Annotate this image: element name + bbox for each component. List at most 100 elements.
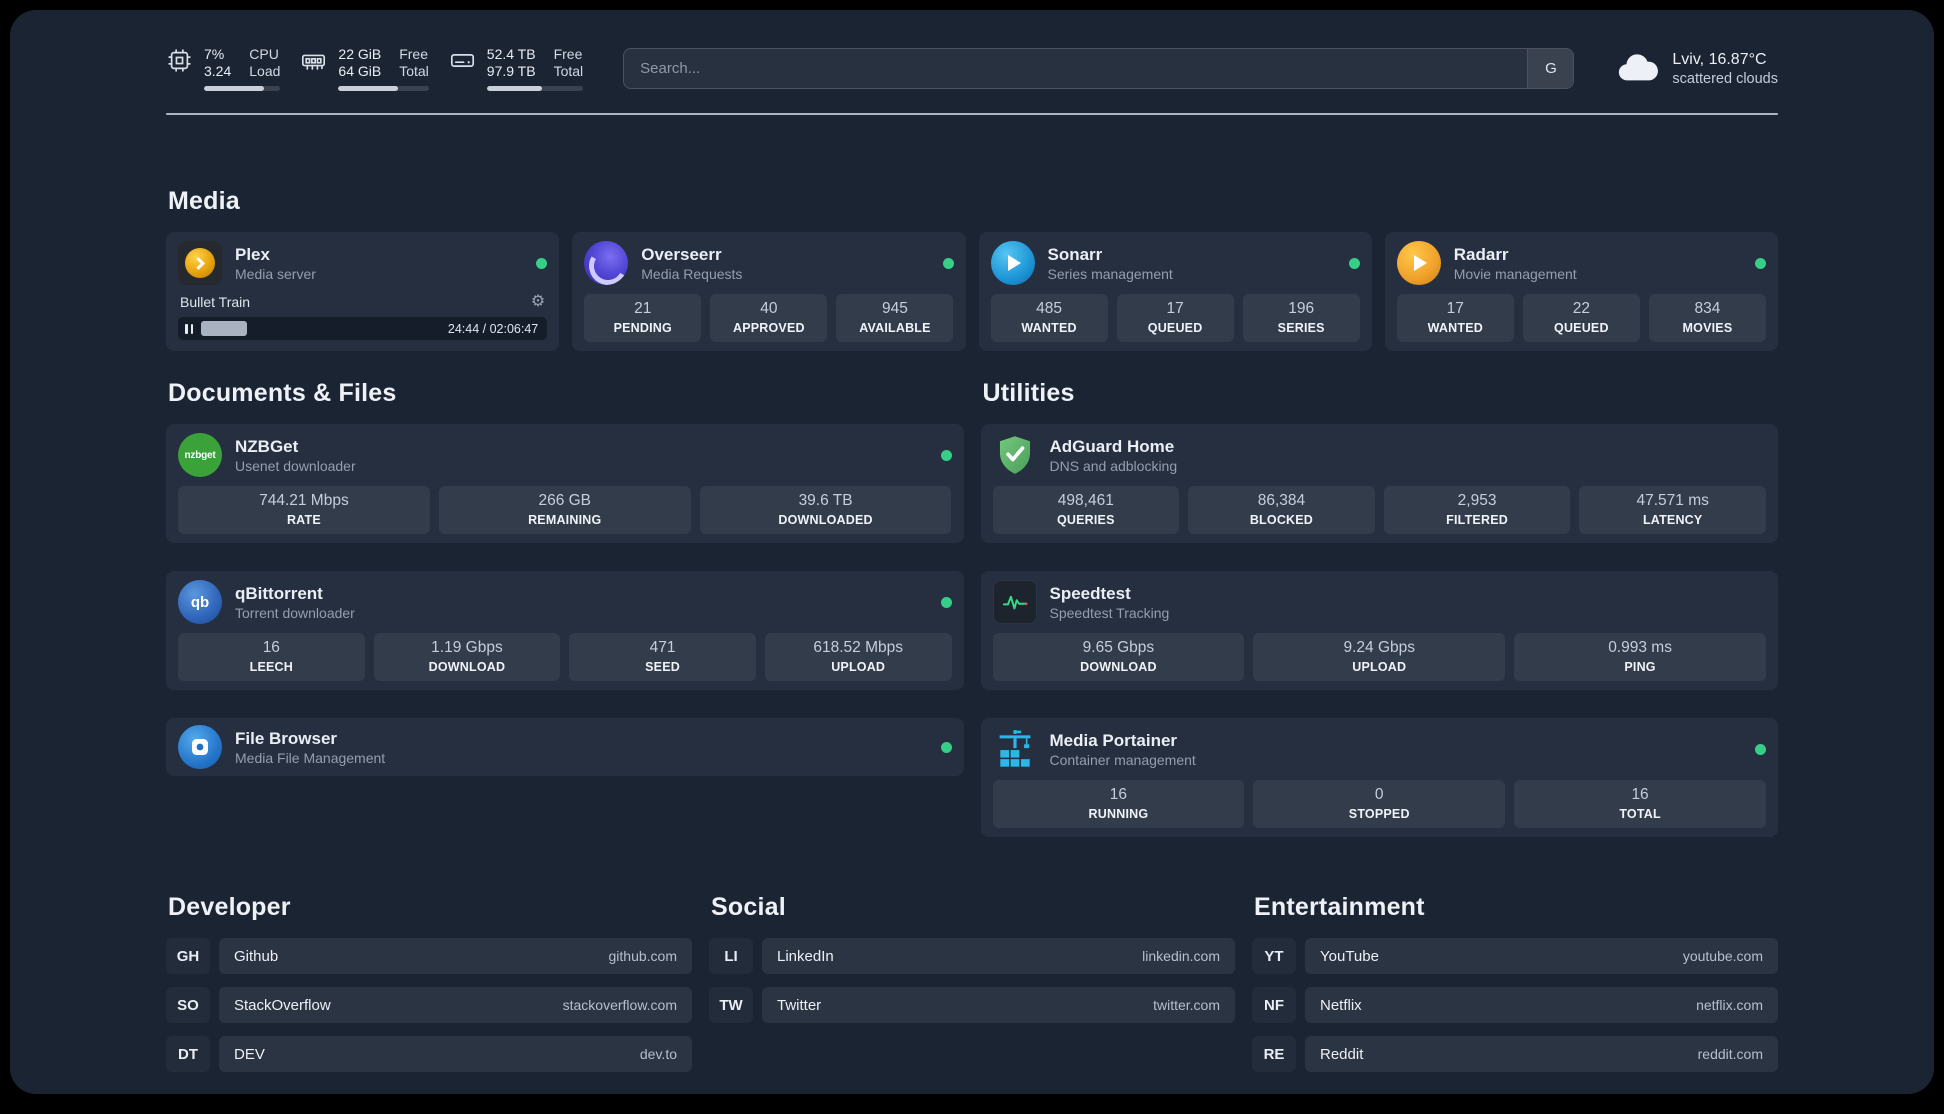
weather-location: Lviv, 16.87°C (1672, 50, 1767, 68)
disk-usage-bar-fill (486, 86, 542, 91)
bookmark-dev[interactable]: DT DEV dev.to (166, 1036, 692, 1072)
bookmark-group-social: Social LI LinkedIn linkedin.com TW Twitt… (709, 893, 1235, 1085)
bookmark-abbr: GH (166, 938, 210, 974)
memory-widget: 22 GiB 64 GiB Free Total (300, 46, 429, 91)
service-card-plex[interactable]: Plex Media server Bullet Train ⚙ (166, 232, 560, 351)
disk-total-value: 97.9 TB (486, 63, 536, 79)
top-bar: 7% 3.24 CPU Load (166, 46, 1778, 91)
search-provider-button[interactable]: G (1527, 49, 1574, 88)
nzbget-icon: nzbget (178, 433, 222, 477)
service-card-adguard[interactable]: AdGuard Home DNS and adblocking 498,461 … (980, 424, 1778, 543)
cpu-icon (166, 47, 193, 91)
service-description: Series management (1047, 265, 1173, 282)
status-dot (1348, 257, 1360, 269)
service-name: File Browser (235, 728, 338, 748)
disk-free-label: Free (553, 46, 583, 62)
service-card-sonarr[interactable]: Sonarr Series management 485 WANTED 17 Q… (978, 232, 1372, 351)
stat-queued: 22 QUEUED (1522, 294, 1640, 342)
playback-progress-fill (201, 321, 248, 336)
bookmark-youtube[interactable]: YT YouTube youtube.com (1252, 938, 1778, 974)
stat-queries: 498,461 QUERIES (992, 486, 1180, 534)
bookmark-domain: twitter.com (1153, 997, 1220, 1013)
memory-usage-bar-fill (338, 86, 399, 91)
section-media: Media Plex Media server (166, 187, 1778, 351)
section-title-media: Media (168, 187, 240, 215)
stat-leech: 16 LEECH (178, 633, 365, 681)
now-playing-title: Bullet Train (180, 294, 251, 310)
bookmark-reddit[interactable]: RE Reddit reddit.com (1252, 1036, 1778, 1072)
qbittorrent-icon: qb (178, 580, 222, 624)
bookmark-abbr: LI (709, 938, 753, 974)
cpu-widget: 7% 3.24 CPU Load (166, 46, 281, 91)
status-dot (1755, 257, 1766, 269)
service-description: DNS and adblocking (1049, 457, 1178, 474)
disk-usage-bar (486, 86, 584, 91)
disk-free-value: 52.4 TB (486, 46, 536, 62)
stat-approved: 40 APPROVED (710, 294, 828, 342)
service-card-speedtest[interactable]: Speedtest Speedtest Tracking 9.65 Gbps D… (980, 571, 1778, 690)
bookmark-name: Netflix (1320, 996, 1362, 1014)
service-description: Media server (235, 265, 316, 282)
bookmark-twitter[interactable]: TW Twitter twitter.com (709, 987, 1235, 1023)
stat-upload: 618.52 Mbps UPLOAD (764, 633, 952, 681)
stat-pending: 21 PENDING (584, 294, 702, 342)
service-card-radarr[interactable]: Radarr Movie management 17 WANTED 22 QUE… (1384, 232, 1778, 351)
cpu-usage-bar (204, 86, 281, 91)
stat-blocked: 86,384 BLOCKED (1188, 486, 1375, 534)
memory-icon (300, 47, 327, 91)
bookmark-domain: netflix.com (1696, 997, 1763, 1013)
service-description: Torrent downloader (235, 604, 355, 621)
stat-ping: 0.993 ms PING (1514, 633, 1766, 681)
section-title-social: Social (711, 893, 786, 921)
gear-icon[interactable]: ⚙ (530, 293, 546, 310)
service-card-portainer[interactable]: Media Portainer Container management 16 … (980, 718, 1778, 837)
service-name: Sonarr (1047, 244, 1103, 264)
bookmark-abbr: TW (709, 987, 753, 1023)
dashboard-page: 7% 3.24 CPU Load (10, 10, 1934, 1094)
stat-remaining: 266 GB REMAINING (438, 486, 691, 534)
cpu-usage-value: 7% (204, 46, 225, 62)
status-dot (940, 741, 952, 753)
memory-total-label: Total (399, 63, 429, 79)
section-title-developer: Developer (168, 893, 291, 921)
media-player-bar: 24:44 / 02:06:47 (178, 317, 548, 340)
bookmark-domain: linkedin.com (1142, 948, 1220, 964)
speedtest-icon (992, 580, 1037, 624)
bookmark-domain: reddit.com (1697, 1046, 1763, 1062)
status-dot (940, 596, 952, 608)
stat-download: 1.19 Gbps DOWNLOAD (373, 633, 561, 681)
service-card-qbittorrent[interactable]: qb qBittorrent Torrent downloader 16 LEE… (166, 571, 964, 690)
playback-progress[interactable] (201, 317, 438, 340)
bookmark-stackoverflow[interactable]: SO StackOverflow stackoverflow.com (166, 987, 692, 1023)
stat-download: 9.65 Gbps DOWNLOAD (992, 633, 1245, 681)
service-name: AdGuard Home (1049, 436, 1175, 456)
status-dot (942, 257, 954, 269)
bookmark-netflix[interactable]: NF Netflix netflix.com (1252, 987, 1778, 1023)
memory-usage-bar (338, 86, 429, 91)
memory-total-value: 64 GiB (338, 63, 382, 79)
section-title-entertainment: Entertainment (1254, 893, 1425, 921)
bookmark-github[interactable]: GH Github github.com (166, 938, 692, 974)
memory-free-label: Free (399, 46, 429, 62)
bookmark-linkedin[interactable]: LI LinkedIn linkedin.com (709, 938, 1235, 974)
section-title-utilities: Utilities (982, 379, 1075, 407)
service-card-overseerr[interactable]: Overseerr Media Requests 21 PENDING 40 A… (572, 232, 966, 351)
bookmark-domain: dev.to (639, 1046, 677, 1062)
bookmark-group-entertainment: Entertainment YT YouTube youtube.com NF … (1252, 893, 1778, 1085)
search-bar: G (623, 48, 1575, 89)
service-card-filebrowser[interactable]: File Browser Media File Management (166, 718, 964, 776)
service-card-nzbget[interactable]: nzbget NZBGet Usenet downloader 744.21 M… (166, 424, 964, 543)
filebrowser-icon (178, 725, 222, 769)
bookmark-abbr: NF (1252, 987, 1296, 1023)
search-input[interactable] (624, 49, 1528, 88)
stat-rate: 744.21 Mbps RATE (178, 486, 430, 534)
pause-icon[interactable] (185, 323, 193, 334)
status-dot (536, 257, 548, 269)
cpu-usage-bar-fill (204, 86, 264, 91)
bookmark-domain: github.com (608, 948, 677, 964)
bookmark-name: Twitter (777, 996, 822, 1014)
service-name: Overseerr (641, 244, 722, 264)
bookmark-abbr: SO (166, 987, 210, 1023)
adguard-icon (993, 433, 1037, 477)
service-name: qBittorrent (235, 583, 323, 603)
